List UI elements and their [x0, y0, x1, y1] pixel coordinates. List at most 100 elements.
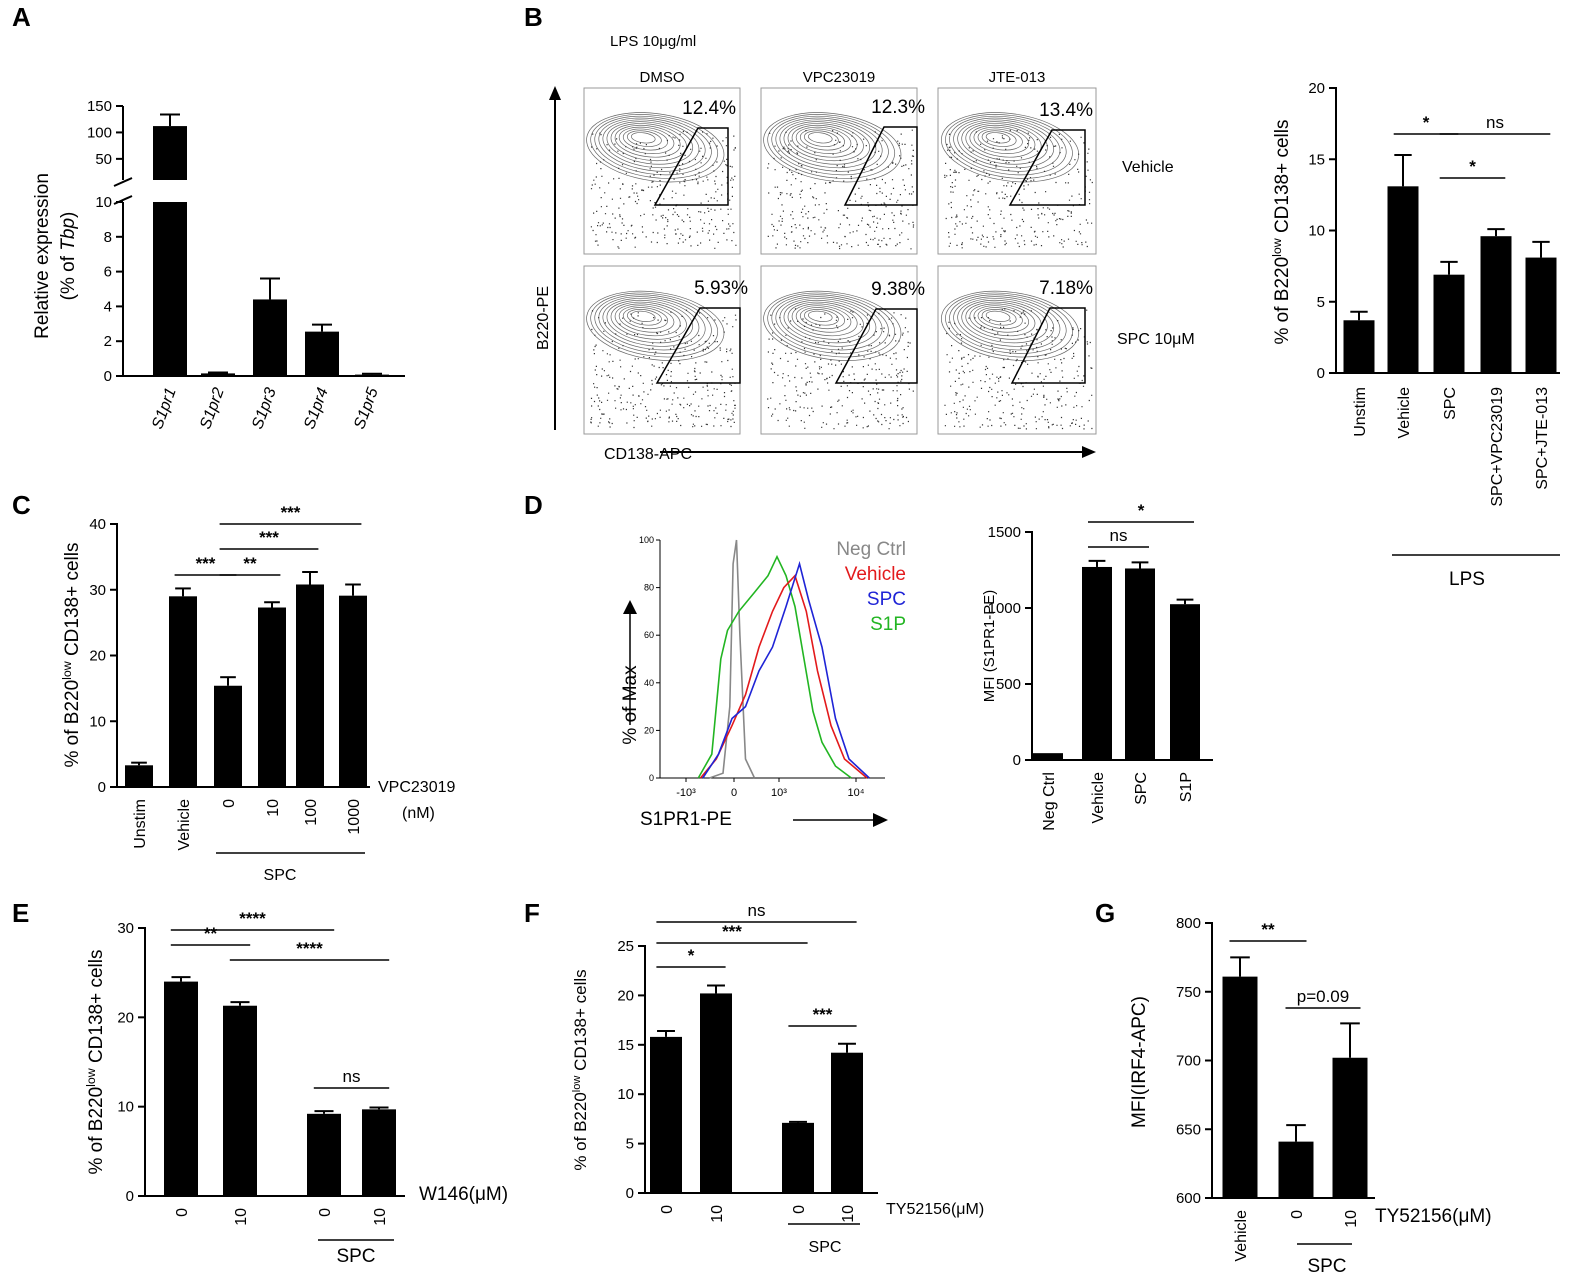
treatment-label: W146(μM) — [419, 1184, 508, 1205]
treatment-label: TY52156(μM) — [1375, 1206, 1492, 1227]
bar — [362, 1109, 396, 1196]
row-label: Vehicle — [1122, 159, 1174, 176]
significance-label: **** — [296, 939, 323, 958]
bar — [1170, 604, 1200, 760]
y-tick-label: 10 — [95, 194, 112, 211]
group-label: SPC — [809, 1239, 842, 1256]
contour-line — [949, 115, 1067, 176]
panel-label-b: B — [524, 2, 543, 32]
significance-label: *** — [813, 1005, 833, 1024]
contour-line — [803, 130, 839, 147]
y-tick-label: 25 — [617, 938, 634, 955]
stimulus-label: LPS 10μg/ml — [610, 33, 696, 50]
contour-line — [590, 292, 719, 358]
x-tick-label: Neg Ctrl — [1041, 772, 1058, 831]
panel-label-d: D — [524, 490, 543, 520]
axis-break — [113, 195, 133, 205]
y-tick-label: 20 — [117, 1009, 134, 1026]
panel-label-c: C — [12, 490, 31, 520]
contour-line — [795, 305, 852, 333]
flow-y-axis-label: B220-PE — [535, 286, 552, 350]
y-axis-label: MFI(IRF4-APC) — [1129, 996, 1150, 1128]
bar — [223, 1005, 257, 1196]
y-tick-label: 5 — [1317, 294, 1325, 311]
contour-line — [598, 296, 706, 351]
treatment-unit: (nM) — [402, 805, 435, 822]
x-tick-label: S1pr2 — [197, 385, 228, 431]
histogram-x-axis-label: S1PR1-PE — [640, 809, 732, 830]
flow-x-axis-label: CD138-APC — [604, 446, 692, 463]
gate-polygon — [1010, 307, 1086, 384]
y-tick-label: 2 — [104, 333, 112, 350]
x-tick-label: 10⁴ — [848, 787, 865, 799]
x-tick-label: -10³ — [676, 787, 696, 799]
y-tick-label: 0 — [104, 368, 112, 385]
contour-line — [606, 299, 694, 344]
contour-line — [602, 298, 700, 347]
bar — [153, 202, 187, 376]
contour-line — [767, 114, 896, 179]
significance-label: * — [688, 946, 695, 965]
y-tick-label: 0 — [98, 779, 106, 796]
bar — [201, 373, 235, 376]
event-dots — [767, 308, 914, 430]
y-tick-label: 1000 — [988, 600, 1021, 617]
arrow-head — [549, 86, 561, 100]
x-tick-label: 0 — [221, 799, 238, 808]
y-tick-label: 10 — [1308, 223, 1325, 240]
bar — [1480, 236, 1512, 373]
y-tick-label: 0 — [1013, 752, 1021, 769]
contour-line — [594, 115, 712, 176]
bar — [307, 1113, 341, 1196]
y-tick-label: 20 — [644, 725, 654, 735]
contour-line — [981, 130, 1017, 147]
contour-line — [985, 310, 1011, 322]
event-dots — [767, 129, 915, 250]
contour-line — [808, 132, 833, 144]
bar — [831, 1052, 863, 1193]
contour-line — [799, 128, 846, 151]
y-axis-label: % of B220low CD138+ cells — [60, 542, 83, 767]
legend-entry: Neg Ctrl — [836, 539, 906, 560]
significance-label: * — [1469, 157, 1476, 176]
bar — [1387, 186, 1419, 373]
y-tick-label: 0 — [649, 773, 654, 783]
contour-line — [808, 310, 833, 322]
y-tick-label: 0 — [126, 1188, 134, 1205]
bar — [1033, 753, 1063, 760]
contour-line — [631, 132, 656, 144]
contour-line — [957, 298, 1055, 347]
y-tick-label: 600 — [1176, 1190, 1201, 1207]
y-axis-label: % of B220low CD138+ cells — [1270, 119, 1293, 344]
x-tick-label: 10 — [265, 799, 282, 817]
significance-label: *** — [281, 503, 301, 522]
bar — [1343, 320, 1375, 373]
bar — [305, 331, 339, 376]
arrow-head — [1082, 446, 1096, 458]
contour-line — [763, 112, 902, 183]
gate-polygon — [834, 308, 918, 384]
legend-entry: S1P — [870, 614, 906, 635]
contour-line — [763, 290, 902, 361]
x-tick-label: 10 — [1343, 1210, 1360, 1228]
panel-label-f: F — [524, 898, 540, 928]
contour-line — [783, 299, 871, 344]
flow-plot-frame — [937, 87, 1097, 255]
contour-line — [626, 130, 662, 147]
y-tick-label: 15 — [1308, 151, 1325, 168]
flow-column-label: DMSO — [640, 69, 685, 86]
group-label: LPS — [1449, 569, 1485, 590]
treatment-label: TY52156(μM) — [886, 1201, 984, 1218]
significance-label: ns — [1486, 113, 1504, 132]
contour-line — [945, 292, 1073, 358]
event-dots — [590, 309, 737, 429]
bar — [1332, 1057, 1368, 1198]
row-label: SPC 10μM — [1117, 331, 1195, 348]
y-tick-label: 30 — [89, 582, 106, 599]
contour-line — [787, 301, 864, 340]
bar — [214, 685, 242, 787]
panel-label-g: G — [1095, 898, 1115, 928]
contour-line — [969, 124, 1036, 158]
x-tick-label: SPC+JTE-013 — [1534, 387, 1551, 490]
